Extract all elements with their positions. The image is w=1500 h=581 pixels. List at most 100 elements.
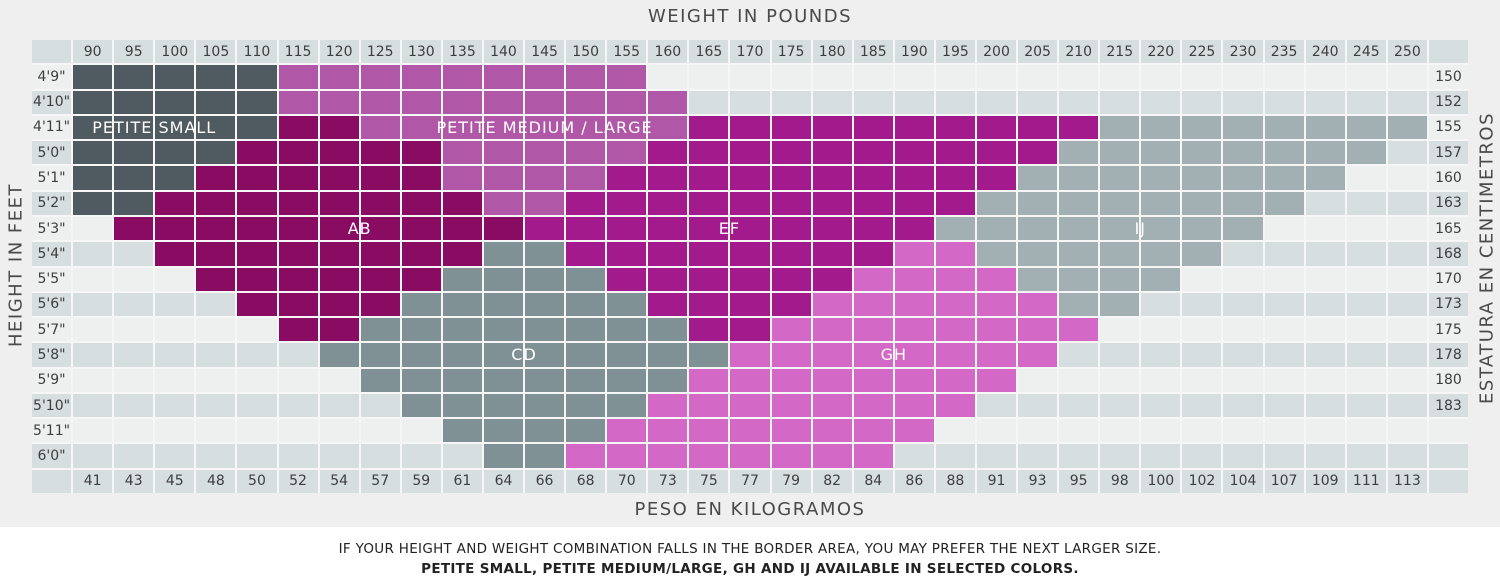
size-cell-ab — [319, 191, 359, 215]
empty-cell — [155, 419, 195, 443]
empty-cell — [1305, 191, 1345, 215]
size-cell-ps — [73, 141, 113, 165]
empty-cell — [1182, 343, 1222, 367]
empty-cell — [1264, 444, 1304, 468]
size-cell-cd — [483, 368, 524, 392]
height-cm-label: 168 — [1428, 242, 1468, 266]
weight-kg-tick: 57 — [360, 469, 400, 493]
weight-kg-tick: 79 — [771, 469, 811, 493]
empty-cell — [1346, 318, 1386, 342]
size-cell-gh — [771, 419, 811, 443]
empty-cell — [1346, 65, 1386, 89]
size-cell-pml — [442, 166, 482, 190]
size-cell-gh — [648, 393, 688, 418]
size-cell-ij — [1182, 242, 1222, 266]
size-cell-ij — [1141, 242, 1181, 266]
empty-cell — [1182, 393, 1222, 418]
empty-cell — [73, 393, 113, 418]
size-cell-gh — [730, 444, 770, 468]
size-cell-ij — [1100, 242, 1140, 266]
size-cell-ij — [1059, 141, 1099, 165]
size-cell-gh — [689, 368, 729, 392]
size-cell-ab — [401, 166, 441, 190]
weight-lb-tick: 235 — [1264, 40, 1304, 64]
size-cell-ef — [771, 292, 811, 317]
height-cm-label: 173 — [1428, 292, 1468, 317]
empty-cell — [771, 90, 811, 114]
size-cell-pml — [566, 65, 606, 89]
size-cell-ab — [360, 216, 400, 241]
size-cell-ab — [196, 166, 236, 190]
weight-lb-tick: 175 — [771, 40, 811, 64]
height-ft-label: 5'8" — [32, 343, 72, 367]
size-cell-ef — [771, 115, 811, 140]
empty-cell — [1264, 242, 1304, 266]
size-cell-pml — [483, 191, 524, 215]
size-cell-ij — [1141, 216, 1181, 241]
empty-cell — [1223, 242, 1263, 266]
empty-cell — [1059, 368, 1099, 392]
size-cell-ab — [360, 267, 400, 291]
size-cell-cd — [483, 343, 524, 367]
size-cell-gh — [812, 368, 852, 392]
empty-cell — [73, 267, 113, 291]
size-cell-ab — [319, 115, 359, 140]
height-ft-label: 5'4" — [32, 242, 72, 266]
size-cell-ef — [853, 115, 893, 140]
weight-kg-tick: 113 — [1387, 469, 1427, 493]
size-cell-ij — [1059, 267, 1099, 291]
header-corner — [32, 40, 72, 64]
size-cell-ef — [607, 166, 647, 190]
size-cell-pml — [360, 115, 400, 140]
size-cell-ab — [401, 216, 441, 241]
size-cell-gh — [812, 393, 852, 418]
size-cell-ij — [1182, 141, 1222, 165]
size-cell-cd — [525, 343, 565, 367]
size-cell-ij — [1100, 292, 1140, 317]
size-cell-ef — [935, 191, 975, 215]
size-cell-cd — [442, 393, 482, 418]
size-cell-ij — [1223, 216, 1263, 241]
weight-lb-tick: 170 — [730, 40, 770, 64]
empty-cell — [1346, 216, 1386, 241]
empty-cell — [1387, 292, 1427, 317]
empty-cell — [689, 65, 729, 89]
size-cell-cd — [442, 343, 482, 367]
size-cell-ef — [935, 141, 975, 165]
size-cell-pml — [566, 166, 606, 190]
size-cell-cd — [566, 292, 606, 317]
empty-cell — [1059, 419, 1099, 443]
height-ft-label: 5'10" — [32, 393, 72, 418]
size-cell-ef — [853, 166, 893, 190]
empty-cell — [1100, 368, 1140, 392]
size-cell-ab — [155, 191, 195, 215]
size-cell-ef — [607, 191, 647, 215]
size-cell-ij — [1182, 191, 1222, 215]
size-cell-gh — [935, 242, 975, 266]
size-cell-gh — [935, 292, 975, 317]
footer-corner — [32, 469, 72, 493]
size-cell-ij — [1018, 191, 1058, 215]
weight-lb-tick: 160 — [648, 40, 688, 64]
weight-kg-tick: 100 — [1141, 469, 1181, 493]
empty-cell — [278, 393, 318, 418]
x-axis-secondary-title: PESO EN KILOGRAMOS — [634, 499, 866, 520]
size-cell-ij — [1100, 267, 1140, 291]
empty-cell — [196, 343, 236, 367]
empty-cell — [1141, 393, 1181, 418]
empty-cell — [1387, 141, 1427, 165]
size-cell-ij — [1100, 141, 1140, 165]
empty-cell — [237, 393, 277, 418]
footnote-availability: PETITE SMALL, PETITE MEDIUM/LARGE, GH AN… — [421, 561, 1079, 577]
size-cell-ab — [155, 242, 195, 266]
size-cell-ps — [73, 191, 113, 215]
size-cell-ij — [1223, 141, 1263, 165]
weight-kg-tick: 41 — [73, 469, 113, 493]
size-cell-ef — [607, 267, 647, 291]
weight-lb-tick: 140 — [483, 40, 524, 64]
size-cell-ef — [648, 292, 688, 317]
empty-cell — [319, 368, 359, 392]
size-cell-ef — [1018, 141, 1058, 165]
size-cell-ij — [1141, 115, 1181, 140]
empty-cell — [1346, 267, 1386, 291]
